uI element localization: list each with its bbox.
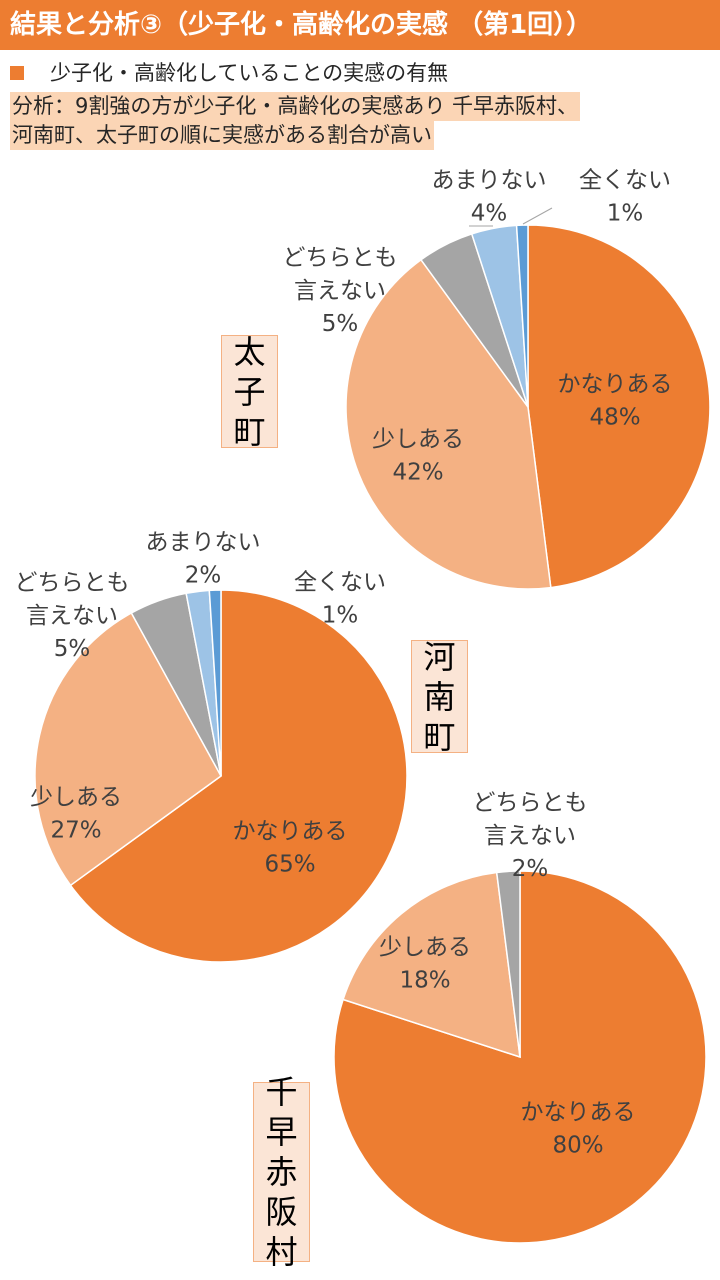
legend-text: 少子化・高齢化していることの実感の有無 — [50, 61, 449, 85]
town-label-kanan: 河南町 — [411, 637, 468, 756]
analysis-text: 分析：9割強の方が少子化・高齢化の実感あり 千早赤阪村、 河南町、太子町の順に実… — [10, 92, 581, 150]
data-label-amari-nai: あまりない 4% — [432, 168, 547, 227]
data-label-kanari-aru: かなりある 48% — [558, 372, 673, 431]
pie-slice-sukoshi-aru — [34, 611, 222, 887]
legend: 少子化・高齢化していることの実感の有無 — [10, 58, 448, 88]
pie-slice-sukoshi-aru — [345, 258, 552, 590]
pie-slice-mattaku-nai — [515, 224, 529, 408]
town-label-char: 河 — [423, 637, 456, 676]
leader-line-mattaku-nai — [522, 207, 553, 225]
town-label-char: 阪 — [265, 1193, 298, 1231]
page-title: 結果と分析③（少子化・高齢化の実感 （第1回）） — [0, 0, 720, 50]
legend-square-icon — [10, 66, 24, 80]
town-label-char: 早 — [265, 1113, 298, 1151]
data-label-sukoshi-aru: 少しある 18% — [379, 935, 471, 994]
data-label-mattaku-nai: 全くない 1% — [294, 570, 386, 629]
data-label-amari-nai: あまりない 2% — [146, 530, 261, 589]
pie-chart-0: かなりある 48% 少しある 42% どちらとも言えない 5% あまりない 4% 全くない 1% — [283, 168, 711, 590]
data-label-dochira-tomo: どちらとも言えない 5% — [15, 570, 130, 662]
data-label-dochira-tomo: どちらとも言えない 5% — [283, 245, 398, 337]
town-label-char: 南 — [423, 677, 456, 716]
town-label-char: 赤 — [265, 1153, 298, 1191]
pie-chart-1: かなりある 65% 少しある 27% どちらとも言えない 5% あまりない 2% 全くない 1% — [15, 530, 408, 963]
analysis-line-1: 分析：9割強の方が少子化・高齢化の実感あり 千早赤阪村、 — [10, 92, 581, 121]
data-label-kanari-aru: かなりある 65% — [233, 819, 348, 878]
town-label-char: 千 — [265, 1073, 298, 1111]
pie-slice-dochira-tomo — [495, 870, 521, 1058]
town-label-chihayaakasaka: 千早赤阪村 — [253, 1073, 310, 1271]
data-label-sukoshi-aru: 少しある 27% — [30, 785, 122, 844]
data-label-kanari-aru: かなりある 80% — [521, 1100, 636, 1159]
town-label-char: 町 — [233, 412, 266, 451]
pie-chart-2: かなりある 80% 少しある 18%どちらとも言えない 2% — [333, 790, 707, 1244]
town-label-char: 太 — [233, 332, 266, 371]
analysis-line-2: 河南町、太子町の順に実感がある割合が高い — [10, 121, 434, 150]
town-label-taishi: 太子町 — [221, 332, 278, 451]
data-label-sukoshi-aru: 少しある 42% — [372, 427, 464, 486]
pie-slice-mattaku-nai — [208, 589, 222, 777]
town-label-char: 村 — [265, 1233, 298, 1271]
pie-slice-kanari-aru — [69, 589, 408, 963]
data-label-dochira-tomo: どちらとも言えない 2% — [473, 790, 588, 882]
pie-slice-kanari-aru — [527, 224, 711, 589]
town-label-char: 町 — [423, 717, 456, 756]
town-label-char: 子 — [233, 372, 266, 411]
pie-slice-sukoshi-aru — [342, 871, 521, 1059]
data-label-mattaku-nai: 全くない 1% — [579, 168, 671, 227]
